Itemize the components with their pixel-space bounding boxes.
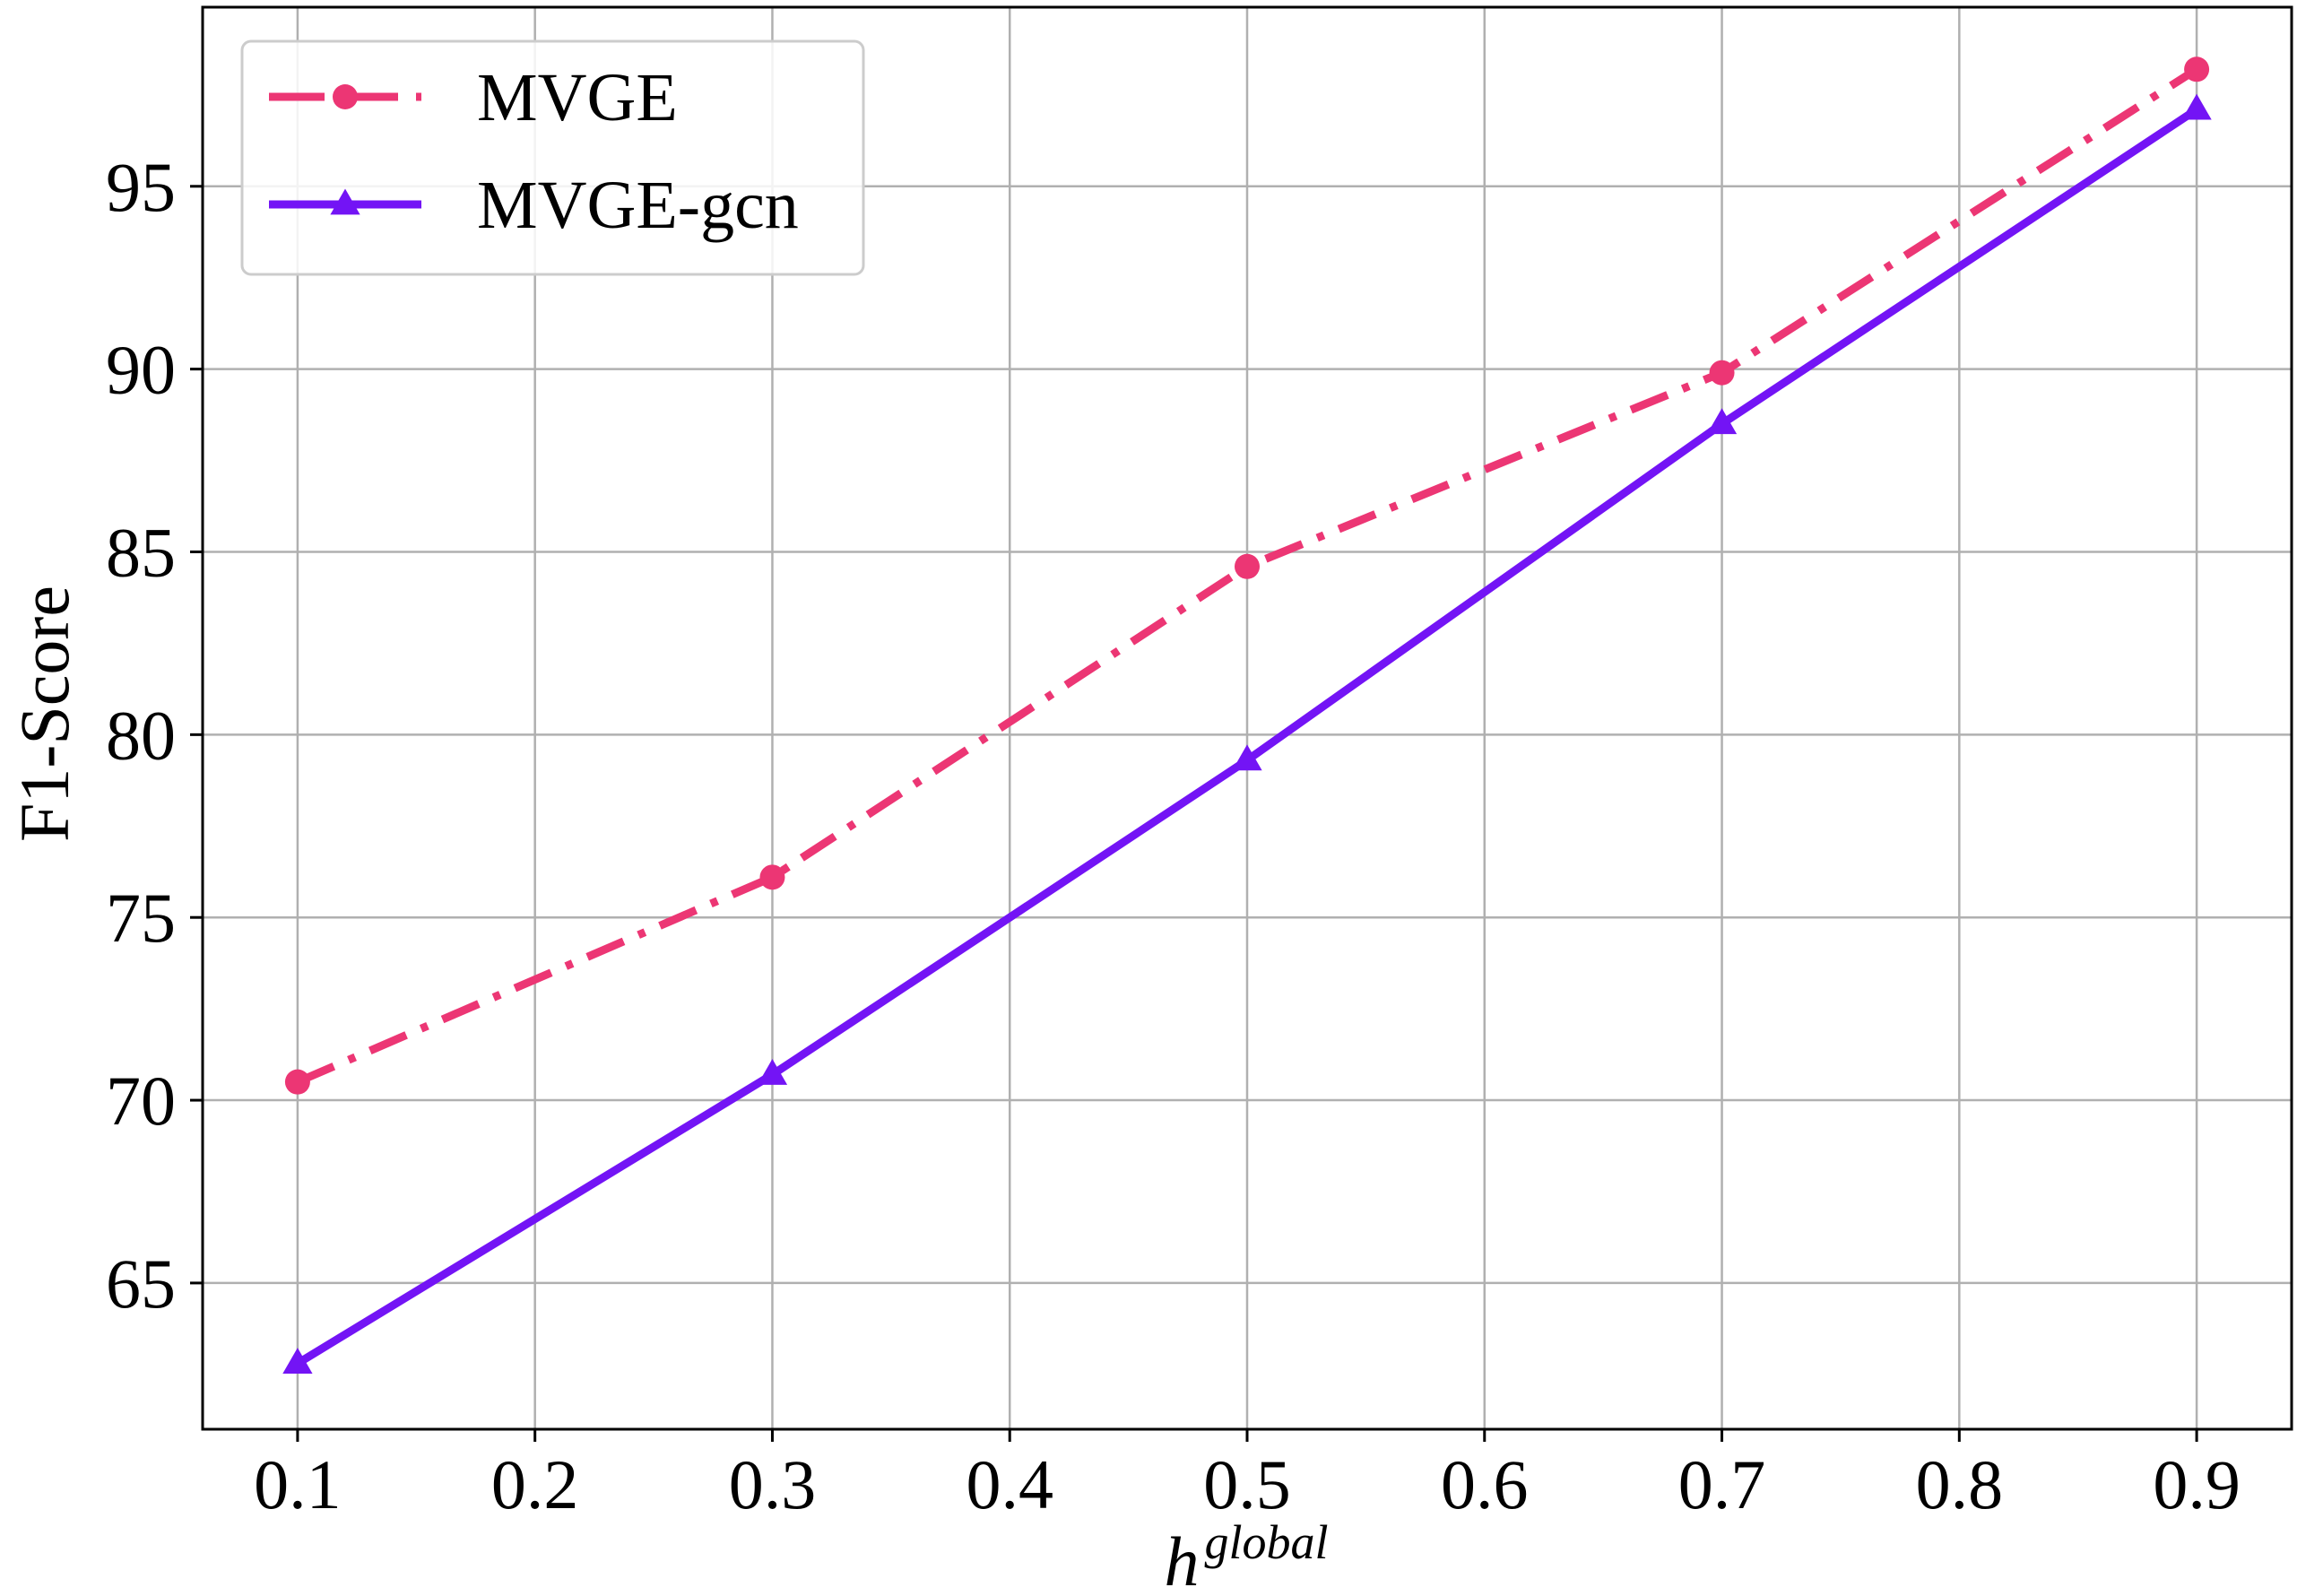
x-tick-label: 0.9 [2153, 1445, 2241, 1523]
x-tick-label: 0.8 [1916, 1445, 2004, 1523]
data-point-mvge-gcn [2181, 93, 2212, 120]
data-point-mvge-gcn [757, 1059, 788, 1085]
axis-ticks: 0.1 0.2 0.3 0.4 0.5 0.6 0.7 0.8 0.9 65 70 75 80 85 90 9… [106, 148, 2241, 1523]
legend-label-mvge-gcn: MVGE-gcn [477, 168, 799, 243]
x-tick-label: 0.4 [966, 1445, 1053, 1523]
legend-marker-mvge-gcn [330, 188, 360, 215]
data-point-mvge-gcn [1232, 744, 1262, 771]
x-tick-label: 0.7 [1678, 1445, 1766, 1523]
y-axis-label: F1-Score [5, 585, 83, 842]
legend-label-mvge: MVGE [477, 60, 678, 135]
y-tick-label: 75 [106, 879, 176, 957]
legend-item-mvge-gcn: MVGE-gcn [269, 168, 799, 243]
data-point-mvge [1235, 553, 1260, 579]
y-tick-label: 85 [106, 513, 176, 591]
y-tick-label: 80 [106, 696, 176, 774]
data-point-mvge [2184, 56, 2210, 82]
data-point-mvge [1709, 360, 1735, 386]
data-point-mvge [284, 1069, 310, 1095]
x-tick-label: 0.2 [491, 1445, 579, 1523]
series-mvge [284, 56, 2210, 1095]
y-tick-label: 65 [106, 1245, 176, 1323]
legend: MVGE MVGE-gcn [240, 39, 865, 276]
series-layer [282, 56, 2212, 1374]
x-axis-label-superscript: global [1204, 1515, 1328, 1569]
data-point-mvge-gcn [1706, 408, 1738, 435]
y-tick-label: 95 [106, 148, 176, 226]
x-axis-label: h global [1164, 1515, 1328, 1596]
legend-item-mvge: MVGE [269, 60, 678, 135]
y-tick-label: 90 [106, 331, 176, 409]
series-mvge-gcn [282, 93, 2212, 1374]
data-point-mvge [759, 864, 785, 890]
legend-items: MVGE MVGE-gcn [269, 60, 799, 243]
x-tick-label: 0.3 [729, 1445, 817, 1523]
x-tick-label: 0.1 [254, 1445, 342, 1523]
y-tick-label: 70 [106, 1062, 176, 1140]
data-point-mvge-gcn [282, 1348, 313, 1374]
x-axis-label-base: h [1164, 1522, 1199, 1596]
x-tick-label: 0.5 [1203, 1445, 1291, 1523]
legend-marker-mvge [333, 84, 358, 109]
x-tick-label: 0.6 [1441, 1445, 1529, 1523]
